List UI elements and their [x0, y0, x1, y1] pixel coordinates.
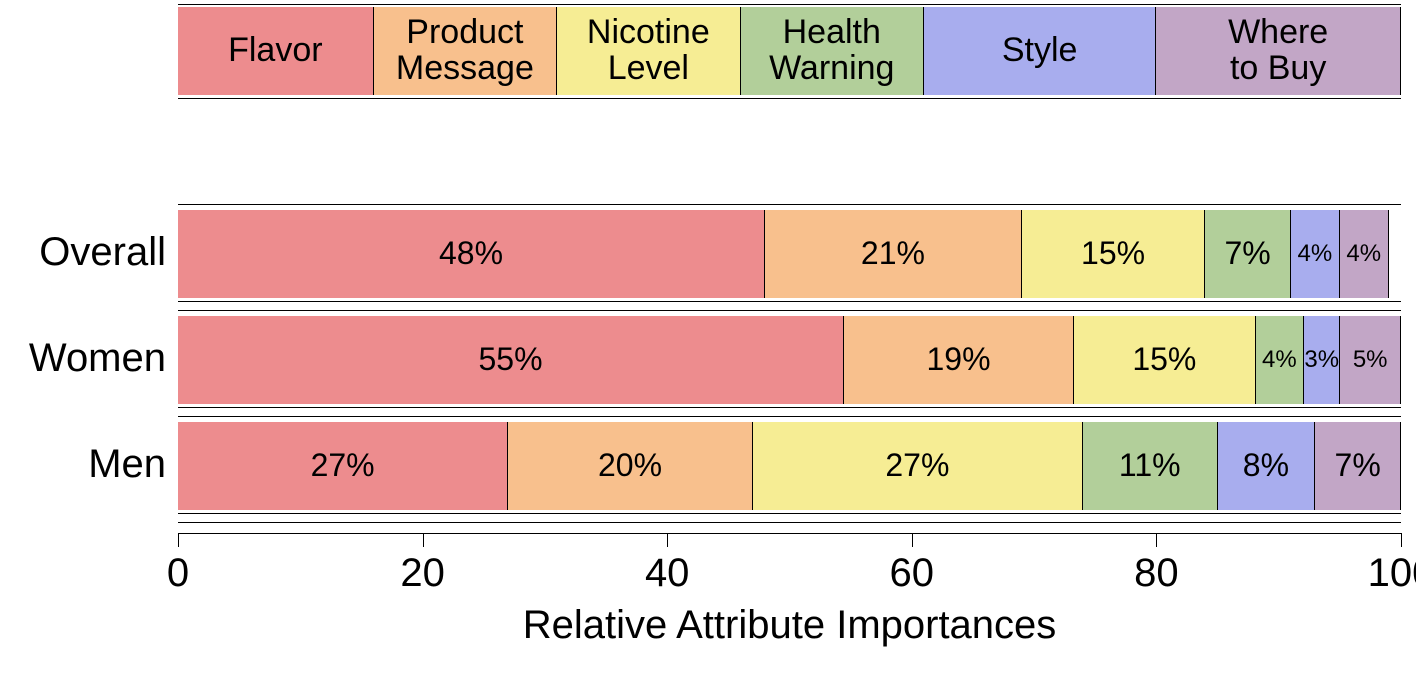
x-axis-tick-label: 0 [167, 551, 189, 596]
x-axis-tick [423, 533, 424, 547]
legend-row: FlavorProduct MessageNicotine LevelHealt… [178, 7, 1401, 95]
chart-rule [178, 522, 1401, 523]
bar-segment-style: 4% [1291, 210, 1340, 298]
bar-segment-flavor: 48% [178, 210, 765, 298]
bar-segment-nicotine_level: 15% [1074, 316, 1256, 404]
x-axis-tick-label: 20 [400, 551, 445, 596]
chart-rule [178, 533, 1401, 534]
x-axis-title: Relative Attribute Importances [178, 603, 1401, 648]
chart-rule [178, 310, 1401, 311]
bar-segment-health_warning: 7% [1205, 210, 1291, 298]
y-axis-label: Women [0, 336, 166, 381]
legend-swatch-flavor: Flavor [178, 7, 374, 95]
legend-swatch-product_message: Product Message [374, 7, 557, 95]
x-axis-tick [912, 533, 913, 547]
chart-rule [178, 4, 1401, 5]
attribute-importance-chart: FlavorProduct MessageNicotine LevelHealt… [0, 0, 1416, 681]
x-axis-tick-label: 80 [1134, 551, 1179, 596]
chart-rule [178, 301, 1401, 302]
y-axis-label: Men [0, 442, 166, 487]
data-row: 55%19%15%4%3%5% [178, 316, 1401, 404]
bar-segment-product_message: 21% [765, 210, 1022, 298]
bar-segment-product_message: 20% [508, 422, 753, 510]
bar-segment-style: 3% [1304, 316, 1340, 404]
legend-swatch-nicotine_level: Nicotine Level [557, 7, 740, 95]
bar-segment-nicotine_level: 15% [1022, 210, 1205, 298]
legend-swatch-style: Style [924, 7, 1156, 95]
chart-rule [178, 513, 1401, 514]
bar-segment-product_message: 19% [844, 316, 1074, 404]
chart-rule [178, 204, 1401, 205]
bar-segment-flavor: 27% [178, 422, 508, 510]
x-axis-tick-label: 40 [645, 551, 690, 596]
x-axis-tick [178, 533, 179, 547]
x-axis-tick [667, 533, 668, 547]
chart-rule [178, 407, 1401, 408]
bar-segment-where_to_buy: 7% [1315, 422, 1401, 510]
x-axis-tick [1401, 533, 1402, 547]
data-row: 48%21%15%7%4%4% [178, 210, 1401, 298]
bar-segment-health_warning: 11% [1083, 422, 1218, 510]
x-axis-tick-label: 100 [1368, 551, 1416, 596]
legend-swatch-health_warning: Health Warning [741, 7, 924, 95]
data-row: 27%20%27%11%8%7% [178, 422, 1401, 510]
bar-segment-flavor: 55% [178, 316, 844, 404]
bar-segment-nicotine_level: 27% [753, 422, 1083, 510]
x-axis-tick-label: 60 [890, 551, 935, 596]
bar-segment-where_to_buy: 4% [1340, 210, 1389, 298]
chart-rule [178, 416, 1401, 417]
y-axis-label: Overall [0, 230, 166, 275]
bar-segment-where_to_buy: 5% [1340, 316, 1401, 404]
chart-rule [178, 98, 1401, 99]
plot-area: FlavorProduct MessageNicotine LevelHealt… [178, 0, 1401, 533]
bar-segment-style: 8% [1218, 422, 1316, 510]
legend-swatch-where_to_buy: Where to Buy [1156, 7, 1401, 95]
x-axis-tick [1156, 533, 1157, 547]
bar-segment-health_warning: 4% [1256, 316, 1304, 404]
